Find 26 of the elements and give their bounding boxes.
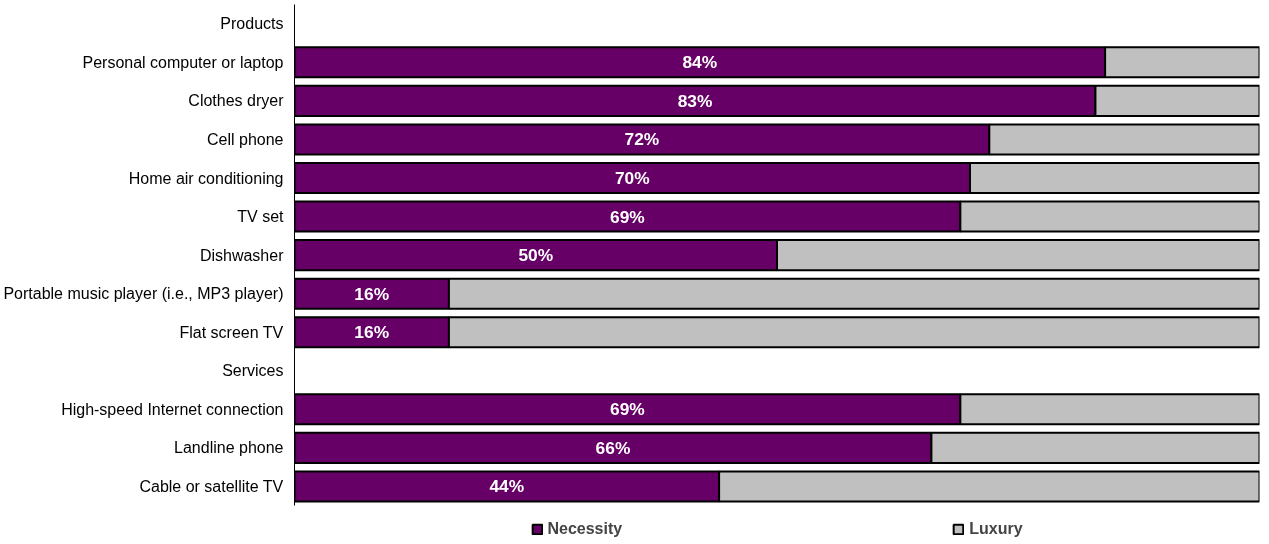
data-label: 84% — [682, 52, 718, 73]
y-tick-label: Home air conditioning — [128, 169, 284, 187]
data-label: 69% — [610, 206, 645, 227]
y-tick-label: TV set — [237, 208, 285, 226]
data-label: 70% — [614, 168, 650, 188]
y-tick-label: Clothes dryer — [188, 92, 285, 110]
data-label: 66% — [595, 437, 631, 458]
y-tick-label: Products — [220, 15, 284, 33]
y-tick-label: Personal computer or laptop — [82, 53, 284, 71]
y-tick-label: Cell phone — [207, 130, 284, 148]
legend-label: Necessity — [547, 520, 623, 538]
y-tick-label: Services — [222, 362, 284, 380]
legend-label: Luxury — [969, 520, 1023, 538]
data-label: 72% — [624, 129, 660, 150]
y-tick-label: High-speed Internet connection — [61, 400, 284, 418]
y-tick-label: Portable music player (i.e., MP3 player) — [3, 285, 284, 303]
y-tick-label: Landline phone — [174, 439, 284, 457]
data-label: 16% — [354, 322, 390, 343]
y-tick-label: Dishwasher — [199, 246, 285, 264]
y-tick-label: Cable or satellite TV — [139, 477, 284, 495]
data-label: 83% — [677, 90, 713, 111]
data-label: 69% — [610, 399, 645, 420]
data-label: 44% — [489, 476, 525, 497]
data-label: 16% — [354, 283, 390, 304]
y-tick-label: Flat screen TV — [179, 323, 284, 341]
data-label: 50% — [518, 245, 554, 266]
